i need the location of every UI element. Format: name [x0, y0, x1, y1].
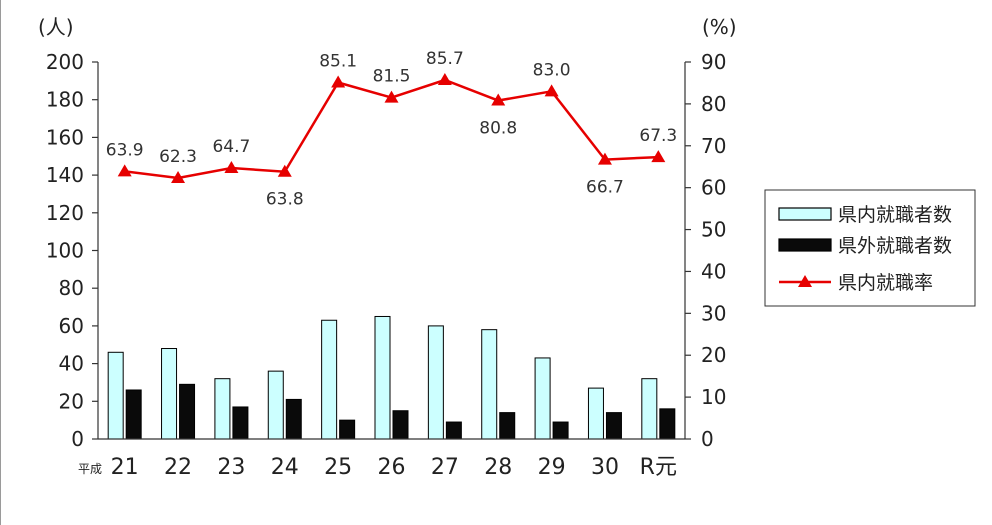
- left-axis: 0 20 40 60 80 100 120 140 160 180 200: [46, 50, 99, 451]
- right-axis-unit: (%): [702, 15, 737, 39]
- rate-marker: [277, 164, 292, 177]
- right-tick-label: 40: [701, 259, 726, 283]
- x-tick-label: 30: [591, 455, 619, 480]
- bar-in-prefecture: [267, 370, 284, 440]
- x-tick-label: 29: [538, 455, 566, 480]
- left-tick-label: 180: [46, 88, 84, 112]
- x-tick-label: 24: [271, 455, 299, 480]
- bar-in-prefecture: [321, 319, 338, 440]
- right-tick-label: 80: [701, 92, 726, 116]
- legend-swatch-rate-marker: [798, 275, 812, 287]
- rate-data-label: 80.8: [479, 119, 517, 139]
- rate-marker: [491, 93, 506, 106]
- rate-marker: [224, 160, 239, 173]
- rate-marker: [117, 164, 132, 177]
- rate-marker: [171, 171, 186, 184]
- right-tick-label: 90: [701, 50, 726, 74]
- bar-in-prefecture: [214, 378, 231, 440]
- left-tick-label: 160: [46, 125, 84, 149]
- rate-data-label: 64.7: [212, 137, 250, 157]
- x-tick-label: 28: [484, 455, 512, 480]
- bar-out-prefecture: [659, 408, 676, 440]
- bar-in-prefecture: [481, 329, 498, 440]
- bar-out-prefecture: [499, 412, 516, 440]
- right-tick-label: 60: [701, 176, 726, 200]
- bar-in-prefecture: [374, 315, 391, 440]
- right-tick-label: 30: [701, 301, 726, 325]
- x-axis: 21 22 23 24 25 26 27 28 29 30 R元: [98, 438, 685, 480]
- bars: [107, 315, 676, 440]
- rate-data-label: 67.3: [639, 126, 677, 146]
- rate-data-label: 63.9: [106, 140, 144, 160]
- x-tick-label: 26: [378, 455, 406, 480]
- legend-swatch-in-prefecture: [778, 207, 832, 221]
- left-tick-label: 60: [59, 314, 84, 338]
- bar-in-prefecture: [587, 387, 604, 440]
- bar-out-prefecture: [232, 406, 249, 440]
- rate-marker: [597, 152, 612, 165]
- rate-marker: [544, 84, 559, 97]
- left-tick-label: 200: [46, 50, 84, 74]
- rate-data-label: 81.5: [373, 67, 411, 87]
- legend-swatch-out-prefecture: [778, 238, 832, 252]
- bar-in-prefecture: [427, 325, 444, 440]
- right-tick-label: 70: [701, 134, 726, 158]
- rate-data-label: 85.7: [426, 49, 464, 69]
- left-tick-label: 100: [46, 239, 84, 263]
- left-tick-label: 20: [59, 389, 84, 413]
- rate-marker: [437, 73, 452, 86]
- bar-out-prefecture: [339, 419, 356, 440]
- rate-marker: [384, 90, 399, 103]
- rate-data-label: 85.1: [319, 52, 357, 72]
- left-axis-unit: (人): [38, 15, 74, 39]
- left-tick-label: 80: [59, 276, 84, 300]
- bar-out-prefecture: [392, 410, 409, 440]
- era-label: 平成: [78, 462, 102, 476]
- legend-label: 県内就職者数: [838, 204, 952, 226]
- right-tick-label: 0: [701, 427, 714, 451]
- bar-out-prefecture: [285, 398, 302, 440]
- legend-label: 県内就職率: [838, 272, 933, 294]
- rate-data-label: 63.8: [266, 190, 304, 210]
- rate-data-label: 66.7: [586, 178, 624, 198]
- x-tick-label: 27: [431, 455, 459, 480]
- bar-out-prefecture: [445, 421, 462, 440]
- bar-out-prefecture: [605, 412, 622, 440]
- bar-in-prefecture: [107, 351, 124, 440]
- rate-marker: [651, 150, 666, 163]
- x-tick-label: 25: [324, 455, 352, 480]
- bar-in-prefecture: [534, 357, 551, 440]
- right-axis: 0 10 20 30 40 50 60 70 80 90: [684, 50, 726, 451]
- bar-in-prefecture: [641, 378, 658, 440]
- x-tick-label: 22: [164, 455, 192, 480]
- left-tick-label: 140: [46, 163, 84, 187]
- x-tick-label: 21: [111, 455, 139, 480]
- right-tick-label: 50: [701, 218, 726, 242]
- left-tick-label: 40: [59, 352, 84, 376]
- rate-data-label: 62.3: [159, 147, 197, 167]
- bar-out-prefecture: [125, 389, 142, 440]
- bar-out-prefecture: [179, 383, 196, 440]
- right-tick-label: 20: [701, 343, 726, 367]
- rate-line: 63.9 62.3 64.7 63.8 85.1 81.5 85.7 80.8 83.0 66.7…: [106, 49, 677, 210]
- right-tick-label: 10: [701, 385, 726, 409]
- bar-in-prefecture: [161, 348, 178, 440]
- x-tick-label: R元: [640, 455, 677, 480]
- rate-marker: [331, 75, 346, 88]
- left-tick-label: 0: [71, 427, 84, 451]
- left-tick-label: 120: [46, 201, 84, 225]
- bar-out-prefecture: [552, 421, 569, 440]
- legend-label: 県外就職者数: [838, 235, 952, 257]
- x-tick-label: 23: [217, 455, 245, 480]
- rate-data-label: 83.0: [533, 60, 571, 80]
